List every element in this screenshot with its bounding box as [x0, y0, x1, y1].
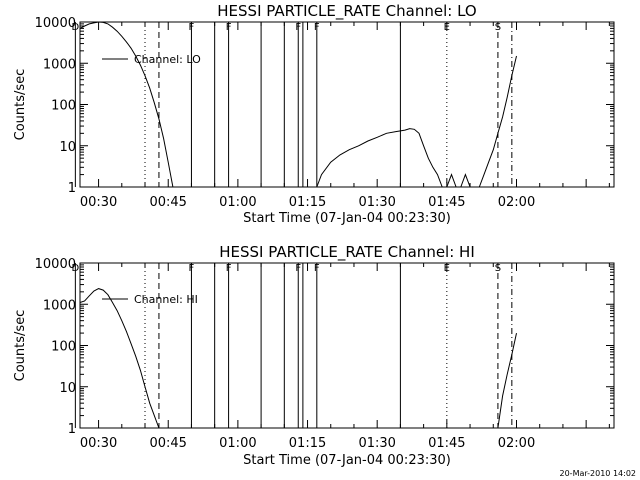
- x-tick-label: 01:15: [289, 436, 326, 451]
- event-marker-label: E: [444, 263, 450, 274]
- event-marker-label: F: [189, 22, 195, 33]
- x-tick-label: 00:30: [80, 436, 117, 451]
- y-axis-label: Counts/sec: [13, 310, 28, 382]
- y-tick-label: 1: [68, 181, 76, 196]
- event-marker-label: E: [444, 22, 450, 33]
- x-tick-label: 01:30: [358, 436, 395, 451]
- legend-label: Channel: LO: [134, 53, 201, 66]
- x-tick-label: 00:45: [149, 195, 186, 210]
- event-marker-label: F: [295, 263, 301, 274]
- event-marker-label: F: [314, 22, 320, 33]
- series-line: [79, 288, 160, 429]
- plot-timestamp: 20-Mar-2010 14:02: [560, 469, 637, 478]
- event-marker-label: S: [495, 22, 501, 33]
- event-marker-label: F: [314, 263, 320, 274]
- x-tick-label: 00:30: [80, 195, 117, 210]
- y-tick-label: 10: [59, 140, 76, 155]
- y-tick-label: 10: [59, 381, 76, 396]
- event-marker-label: F: [295, 22, 301, 33]
- event-marker-label: D: [72, 22, 80, 33]
- x-tick-label: 02:00: [498, 195, 535, 210]
- x-tick-label: 01:45: [428, 195, 465, 210]
- panel-channel-lo: HESSI PARTICLE_RATE Channel: LO 1 10 100 100…: [13, 2, 615, 226]
- x-tick-label: 00:45: [149, 436, 186, 451]
- plot-frame: [79, 21, 615, 188]
- event-marker-label: F: [226, 22, 232, 33]
- series-line: [497, 332, 517, 429]
- chart-title: HESSI PARTICLE_RATE Channel: HI: [219, 243, 475, 262]
- series-line: [316, 55, 517, 188]
- event-marker-label: D: [72, 263, 80, 274]
- x-tick-label: 01:00: [219, 436, 256, 451]
- x-axis-label: Start Time (07-Jan-04 00:23:30): [243, 453, 451, 468]
- chart-title: HESSI PARTICLE_RATE Channel: LO: [217, 2, 476, 21]
- x-axis-label: Start Time (07-Jan-04 00:23:30): [243, 211, 451, 226]
- y-tick-label: 10000: [35, 16, 76, 31]
- x-tick-label: 01:15: [289, 195, 326, 210]
- y-axis-label: Counts/sec: [13, 69, 28, 141]
- y-tick-label: 1000: [43, 57, 76, 72]
- event-marker-label: F: [226, 263, 232, 274]
- series-line: [79, 21, 174, 188]
- y-tick-label: 10000: [35, 257, 76, 272]
- x-tick-label: 01:45: [428, 436, 465, 451]
- x-tick-label: 02:00: [498, 436, 535, 451]
- panel-channel-hi: HESSI PARTICLE_RATE Channel: HI 1 10 100 100…: [13, 243, 615, 468]
- y-tick-label: 1: [68, 422, 76, 437]
- x-tick-label: 01:30: [358, 195, 395, 210]
- legend-label: Channel: HI: [134, 293, 198, 306]
- y-tick-label: 100: [51, 99, 76, 114]
- y-tick-label: 1000: [43, 298, 76, 313]
- plot-frame: [79, 262, 615, 429]
- event-marker-label: F: [189, 263, 195, 274]
- y-tick-label: 100: [51, 340, 76, 355]
- x-tick-label: 01:00: [219, 195, 256, 210]
- event-marker-label: S: [495, 263, 501, 274]
